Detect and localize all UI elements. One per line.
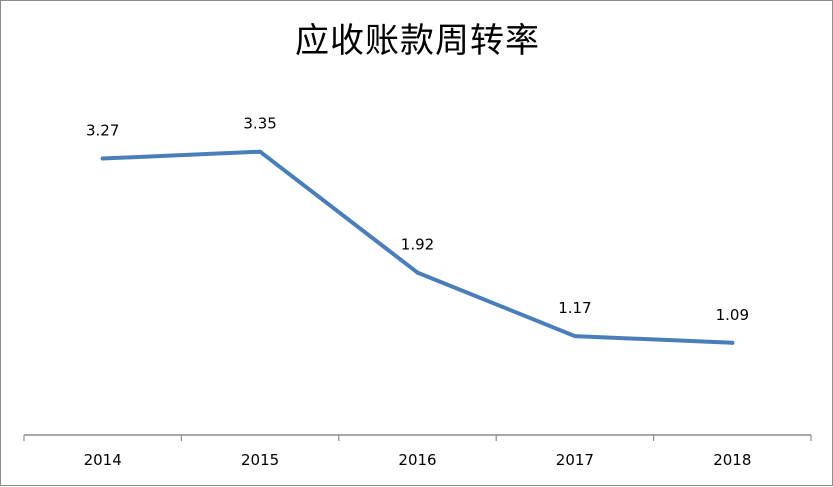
x-tick-label: 2016 <box>398 451 436 469</box>
data-point <box>415 270 420 275</box>
data-point <box>100 156 105 161</box>
data-point <box>572 334 577 339</box>
x-axis: 2014 2015 2016 2017 2018 <box>23 434 812 469</box>
x-tick-label: 2015 <box>241 451 279 469</box>
x-tick-label: 2018 <box>713 451 751 469</box>
data-label: 3.35 <box>243 115 276 133</box>
data-point <box>730 340 735 345</box>
chart-title: 应收账款周转率 <box>295 21 540 61</box>
series-layer <box>100 149 735 345</box>
data-label-layer: 3.27 3.35 1.92 1.17 1.09 <box>86 115 749 324</box>
x-tick-label: 2014 <box>84 451 122 469</box>
data-label: 1.09 <box>716 306 749 324</box>
data-label: 1.17 <box>558 299 591 317</box>
data-label: 1.92 <box>401 236 434 254</box>
data-label: 3.27 <box>86 121 119 139</box>
data-point <box>258 149 263 154</box>
x-tick-label: 2017 <box>556 451 594 469</box>
